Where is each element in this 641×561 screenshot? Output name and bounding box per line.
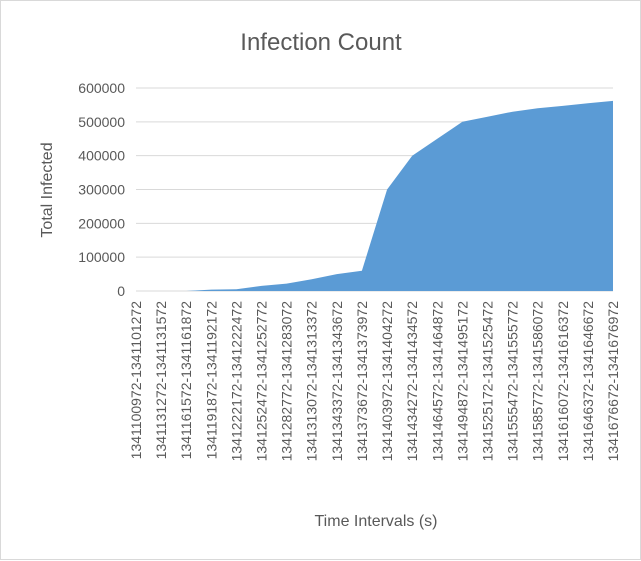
chart-title: Infection Count	[240, 29, 402, 56]
y-tick-label: 200000	[78, 215, 125, 231]
y-tick-label: 100000	[78, 249, 125, 265]
x-tick-label: 1341464572-1341464872	[429, 301, 445, 462]
infection-area-series	[136, 100, 613, 292]
x-tick-label: 1341676672-1341676972	[605, 301, 621, 462]
y-tick-label: 300000	[78, 182, 125, 198]
x-tick-label: 1341161572-1341161872	[178, 301, 194, 460]
x-axis-ticks: 1341100972-1341101272 1341131272-13411315…	[128, 301, 621, 462]
x-tick-label: 1341373672-1341373972	[354, 301, 370, 462]
x-tick-label: 1341403972-1341404272	[379, 301, 395, 462]
x-tick-label: 1341555472-1341555772	[505, 301, 521, 462]
x-tick-label: 1341585772-1341586072	[530, 301, 546, 462]
x-tick-label: 1341252472-1341252772	[254, 301, 270, 462]
x-tick-label: 1341100972-1341101272	[128, 301, 144, 460]
y-axis-ticks: 0 100000 200000 300000 400000 500000 600000	[78, 80, 125, 299]
y-axis-title: Total Infected	[39, 142, 56, 237]
plot-area	[136, 100, 613, 292]
y-tick-label: 0	[117, 283, 125, 299]
x-tick-label: 1341191872-1341192172	[203, 301, 219, 460]
x-tick-label: 1341222172-1341222472	[228, 301, 244, 462]
y-tick-label: 500000	[78, 114, 125, 130]
x-tick-label: 1341494872-1341495172	[454, 301, 470, 462]
x-tick-label: 1341616072-1341616372	[555, 301, 571, 462]
x-tick-label: 1341525172-1341525472	[479, 301, 495, 462]
x-tick-label: 1341343372-1341343672	[329, 301, 345, 462]
gridlines	[136, 87, 613, 292]
x-tick-label: 1341131272-1341131572	[153, 301, 169, 460]
x-tick-label: 1341646372-1341646672	[580, 301, 596, 462]
x-tick-label: 1341434272-1341434572	[404, 301, 420, 462]
x-axis-title: Time Intervals (s)	[315, 513, 438, 530]
y-tick-label: 600000	[78, 80, 125, 96]
y-tick-label: 400000	[78, 148, 125, 164]
x-tick-label: 1341313072-1341313372	[304, 301, 320, 462]
x-tick-label: 1341282772-1341283072	[279, 301, 295, 462]
